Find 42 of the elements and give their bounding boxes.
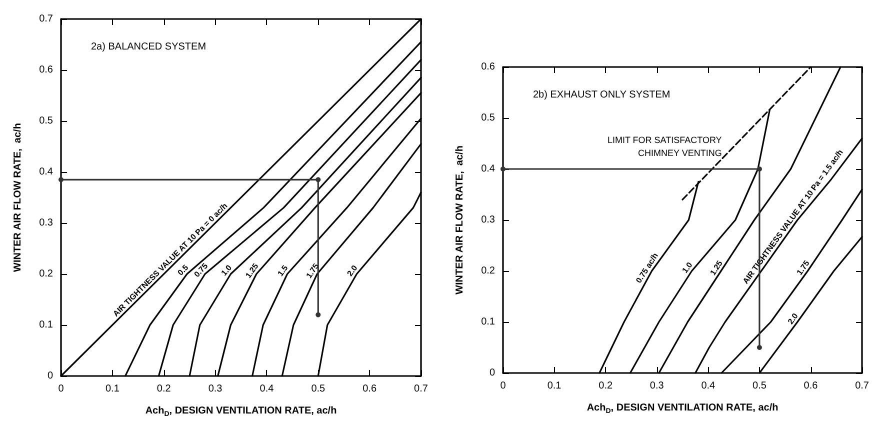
text: 1.0: [220, 262, 234, 278]
x-tick-label: 0.1: [547, 380, 562, 392]
x-tick-label: 0.7: [855, 380, 870, 392]
text: 2b) EXHAUST ONLY SYSTEM: [533, 90, 670, 100]
x-tick-label: 0.3: [650, 380, 664, 392]
y-tick-label: 0.4: [481, 164, 496, 174]
text: 2a) BALANCED SYSTEM: [91, 42, 206, 52]
y-tick-label: 0.5: [39, 116, 54, 126]
x-tick-label: 0.4: [701, 380, 716, 392]
x-tick-label: 0.3: [208, 384, 223, 394]
y-tick-label: 0.1: [39, 320, 54, 330]
y-tick-label: 0.6: [481, 62, 496, 72]
y-tick-label: 0.6: [39, 64, 54, 76]
y-tick-label: 0.7: [39, 14, 54, 24]
x-tick-label: 0.5: [311, 384, 326, 394]
text: 2.0: [345, 263, 360, 278]
y-tick-label: 0.3: [39, 218, 54, 228]
y-axis-title: WINTER AIR FLOW RATE, ac/h: [12, 123, 24, 272]
text: 2.0: [786, 311, 800, 326]
y-tick-label: 0.1: [481, 316, 496, 328]
x-tick-label: 0.6: [804, 380, 818, 392]
x-tick-label: 0: [58, 384, 64, 394]
x-tick-label: 0.2: [598, 380, 613, 392]
x-tick-label: 0.5: [752, 380, 767, 392]
text: 1.5: [276, 263, 290, 278]
x-tick-label: 0.4: [260, 384, 274, 394]
text: 0.5: [176, 262, 191, 278]
y-tick-label: 0.5: [481, 112, 496, 124]
annotation: LIMIT FOR SATISFACTORY CHIMNEY VENTING: [607, 135, 722, 158]
y-tick-label: 0.3: [481, 214, 496, 226]
x-tick-label: 0: [500, 380, 506, 392]
x-tick-label: 0.7: [414, 384, 428, 394]
y-tick-label: 0: [489, 368, 496, 378]
x-tick-label: 0.2: [156, 384, 172, 394]
x-tick-label: 0.1: [105, 384, 120, 394]
text: 1.0: [680, 260, 695, 275]
x-tick-label: 0.6: [362, 384, 377, 394]
y-tick-label: 0.4: [39, 166, 54, 178]
y-axis-title: WINTER AIR FLOW RATE, ac/h: [454, 146, 466, 294]
y-tick-label: 0: [47, 370, 54, 382]
y-tick-label: 0.2: [39, 268, 54, 280]
y-tick-label: 0.2: [481, 266, 496, 276]
